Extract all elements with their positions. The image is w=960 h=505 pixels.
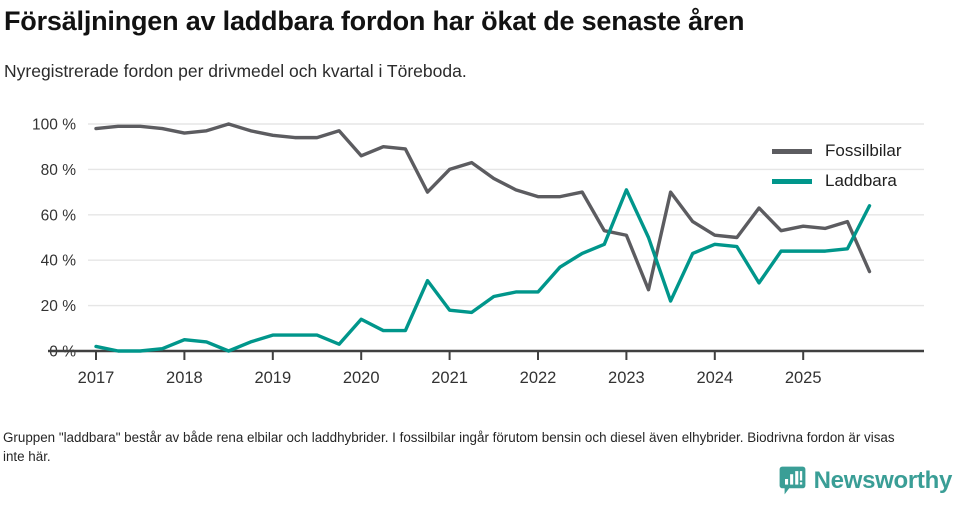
y-tick-label: 20 % — [41, 298, 77, 315]
chart-subtitle: Nyregistrerade fordon per drivmedel och … — [4, 61, 467, 81]
plot-area: 0 %20 %40 %60 %80 %100 % 201720182019202… — [0, 104, 960, 404]
y-tick-label: 80 % — [41, 162, 77, 179]
series-line-laddbara — [94, 188, 872, 353]
series-line-fossilbilar — [94, 122, 872, 292]
chart-footnote: Gruppen "laddbara" består av både rena e… — [3, 430, 895, 464]
x-axis-tick-labels: 2017 2018 2019 2020 2021 2022 2023 2024 2025 — [78, 369, 822, 387]
x-tick-label: 2020 — [343, 369, 380, 387]
x-tick-label: 2019 — [254, 369, 291, 387]
legend-swatch-laddbara — [772, 178, 812, 184]
x-tick-label: 2018 — [166, 369, 203, 387]
page-title: Försäljningen av laddbara fordon har öka… — [4, 6, 745, 36]
x-tick-label: 2021 — [431, 369, 468, 387]
x-tick-label: 2025 — [785, 369, 822, 387]
y-tick-label: 100 % — [32, 117, 76, 134]
series-lines — [94, 122, 872, 353]
legend-item-laddbara[interactable]: Laddbara — [772, 166, 952, 196]
legend-label-laddbara: Laddbara — [825, 171, 897, 190]
y-axis-tick-labels: 0 %20 %40 %60 %80 %100 % — [32, 117, 76, 361]
x-tick-label: 2022 — [520, 369, 557, 387]
legend: Fossilbilar Laddbara — [772, 136, 952, 196]
legend-item-fossilbilar[interactable]: Fossilbilar — [772, 136, 952, 166]
bar-chart-speech-bubble-icon — [779, 466, 806, 495]
y-tick-label: 40 % — [41, 253, 77, 270]
x-tick-label: 2023 — [608, 369, 645, 387]
x-tick-label: 2017 — [78, 369, 115, 387]
x-axis-ticks — [95, 351, 805, 360]
newsworthy-logo-text: Newsworthy — [813, 467, 953, 494]
chart-header: Försäljningen av laddbara fordon har öka… — [4, 4, 952, 82]
x-tick-label: 2024 — [696, 369, 733, 387]
legend-swatch-fossilbilar — [772, 148, 812, 154]
line-chart-svg: 0 %20 %40 %60 %80 %100 % 201720182019202… — [32, 117, 924, 387]
y-tick-label: 60 % — [41, 207, 77, 224]
newsworthy-logo[interactable]: Newsworthy — [779, 466, 952, 496]
legend-label-fossilbilar: Fossilbilar — [825, 141, 902, 160]
